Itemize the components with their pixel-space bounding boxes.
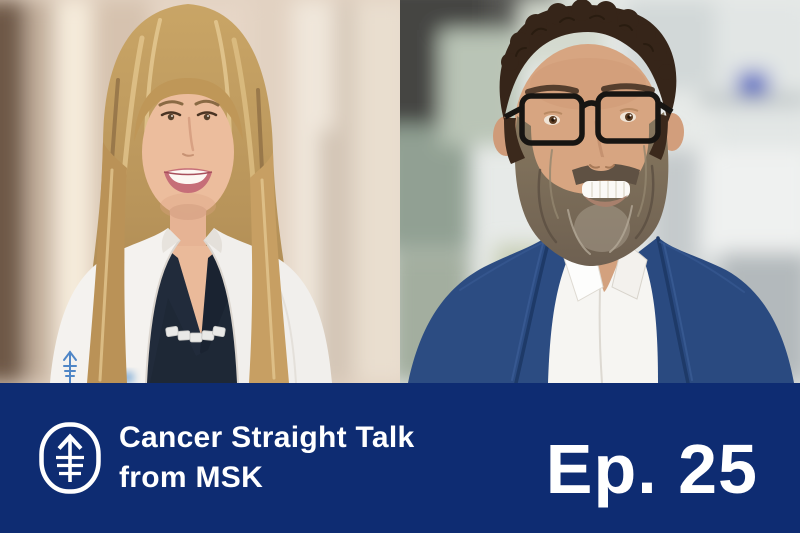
podcast-title: Cancer Straight Talk from MSK [119, 418, 415, 498]
coat-embroidery-msk-spear [63, 350, 77, 383]
female-doctor-portrait [0, 0, 400, 383]
msk-logo [38, 421, 102, 495]
episode-number: Ep. 25 [545, 430, 758, 508]
podcast-title-line1: Cancer Straight Talk [119, 421, 415, 454]
photo-strip [0, 0, 800, 383]
msk-spear-icon [39, 422, 101, 494]
guest-photo-right [400, 0, 800, 383]
male-doctor-portrait [400, 0, 800, 383]
banner: Cancer Straight Talk from MSK Ep. 25 [0, 383, 800, 533]
guest-photo-left [0, 0, 400, 383]
podcast-title-line2: from MSK [119, 461, 264, 494]
glasses [503, 91, 674, 146]
